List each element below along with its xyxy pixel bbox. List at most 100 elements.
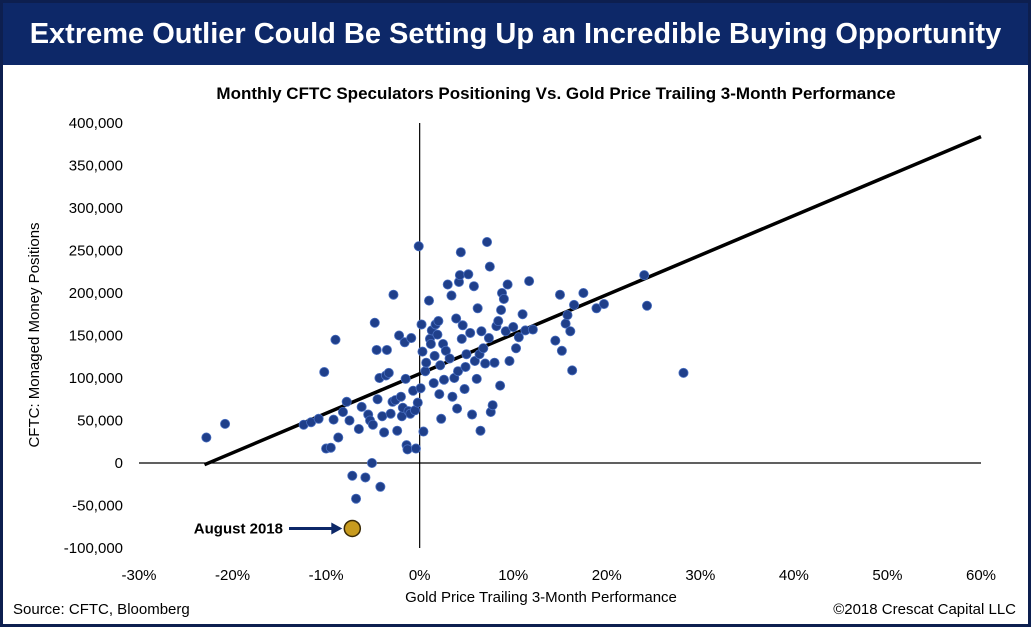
- data-point: [319, 367, 330, 378]
- data-point: [313, 413, 324, 424]
- data-point: [598, 299, 609, 310]
- data-point: [417, 346, 428, 357]
- data-point: [356, 401, 367, 412]
- data-point: [527, 324, 538, 335]
- data-point: [467, 409, 478, 420]
- data-point: [353, 423, 364, 434]
- data-point: [421, 357, 432, 368]
- data-point: [476, 326, 487, 337]
- data-point: [220, 418, 231, 429]
- data-point: [392, 425, 403, 436]
- data-point: [330, 334, 341, 345]
- y-tick-label: 400,000: [69, 115, 123, 132]
- data-point: [471, 373, 482, 384]
- data-point: [385, 408, 396, 419]
- chart-title: Monthly CFTC Speculators Positioning Vs.…: [216, 84, 895, 103]
- data-point: [442, 279, 453, 290]
- data-point: [418, 426, 429, 437]
- data-point: [415, 383, 426, 394]
- highlight-label: August 2018: [194, 520, 283, 537]
- data-point: [400, 373, 411, 384]
- data-point: [459, 384, 470, 395]
- data-point: [360, 472, 371, 483]
- data-point: [341, 396, 352, 407]
- data-point: [524, 276, 535, 287]
- y-tick-label: 300,000: [69, 200, 123, 217]
- y-tick-label: 350,000: [69, 158, 123, 175]
- data-point: [447, 391, 458, 402]
- data-point: [379, 427, 390, 438]
- data-point: [556, 345, 567, 356]
- data-point: [591, 303, 602, 314]
- x-tick-label: 50%: [872, 567, 902, 584]
- page-title: Extreme Outlier Could Be Setting Up an I…: [29, 17, 1002, 50]
- data-point: [413, 241, 424, 252]
- x-tick-label: 40%: [779, 567, 809, 584]
- data-point: [454, 270, 465, 281]
- data-point: [504, 355, 515, 366]
- data-point: [425, 338, 436, 349]
- data-point: [567, 365, 578, 376]
- data-point: [480, 358, 491, 369]
- data-point: [483, 333, 494, 344]
- data-point: [482, 236, 493, 247]
- data-point: [366, 457, 377, 468]
- data-point: [412, 397, 423, 408]
- data-point: [347, 470, 358, 481]
- y-tick-label: 150,000: [69, 328, 123, 345]
- data-point: [328, 414, 339, 425]
- data-point: [410, 443, 421, 454]
- data-point: [436, 413, 447, 424]
- data-point: [496, 304, 507, 315]
- x-tick-label: 0%: [409, 567, 431, 584]
- data-point: [578, 287, 589, 298]
- data-point: [416, 319, 427, 330]
- x-tick-label: -20%: [215, 567, 250, 584]
- data-point: [381, 344, 392, 355]
- y-tick-label: 250,000: [69, 243, 123, 260]
- highlight-point: [343, 519, 362, 538]
- data-point: [461, 349, 472, 360]
- highlight-arrow-head: [331, 522, 343, 535]
- data-point: [565, 326, 576, 337]
- data-point: [472, 303, 483, 314]
- data-point: [325, 442, 336, 453]
- data-point: [434, 389, 445, 400]
- data-point: [344, 415, 355, 426]
- data-point: [369, 317, 380, 328]
- y-axis-label: CFTC: Monaged Money Positions: [26, 222, 43, 447]
- x-tick-label: 60%: [966, 567, 996, 584]
- data-point: [555, 289, 566, 300]
- data-point: [469, 355, 480, 366]
- data-point: [395, 391, 406, 402]
- data-point: [457, 320, 468, 331]
- data-point: [432, 329, 443, 340]
- data-point: [351, 493, 362, 504]
- data-point: [438, 374, 449, 385]
- data-point: [484, 261, 495, 272]
- data-point: [489, 357, 500, 368]
- data-point: [406, 333, 417, 344]
- data-point: [201, 432, 212, 443]
- source-note: Source: CFTC, Bloomberg: [13, 601, 190, 618]
- data-point: [383, 367, 394, 378]
- data-point: [475, 425, 486, 436]
- data-point: [444, 353, 455, 364]
- data-point: [478, 343, 489, 354]
- data-point: [337, 406, 348, 417]
- data-point: [435, 360, 446, 371]
- data-point: [513, 332, 524, 343]
- data-point: [333, 432, 344, 443]
- data-point: [511, 343, 522, 354]
- data-point: [433, 316, 444, 327]
- data-point: [493, 316, 504, 327]
- data-point: [498, 293, 509, 304]
- data-point: [455, 247, 466, 258]
- data-point: [424, 295, 435, 306]
- data-point: [377, 411, 388, 422]
- data-point: [460, 361, 471, 372]
- y-tick-label: -50,000: [72, 498, 123, 515]
- data-point: [452, 403, 463, 414]
- data-point: [463, 269, 474, 280]
- trend-line: [203, 134, 982, 467]
